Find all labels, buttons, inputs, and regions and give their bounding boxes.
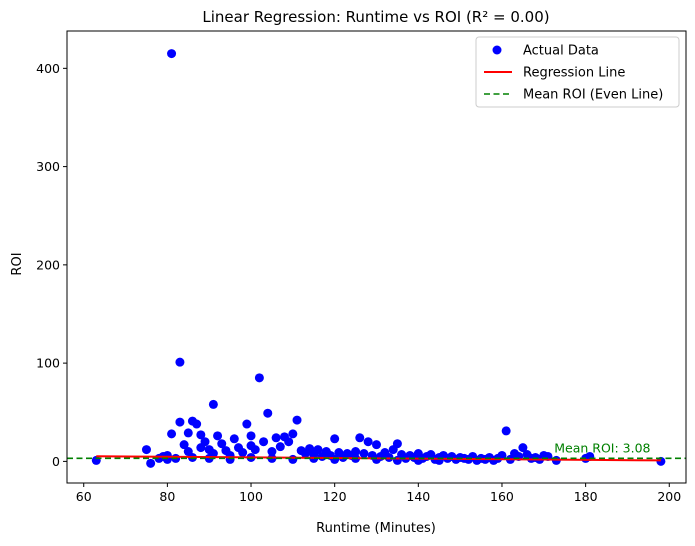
data-point [259, 437, 269, 447]
regression-line [96, 455, 661, 462]
data-point [254, 373, 264, 383]
data-point [288, 454, 298, 464]
x-tick-label: 60 [76, 489, 92, 504]
x-tick-label: 200 [657, 489, 681, 504]
data-point [313, 445, 323, 455]
data-point [518, 443, 528, 453]
y-axis-label: ROI [10, 252, 25, 275]
data-point [179, 440, 189, 450]
legend: Actual Data Regression Line Mean ROI (Even… [475, 36, 680, 108]
axis-ticks: 60 80 100 120 140 160 180 200 0 100 200 300 400 [36, 61, 681, 504]
x-tick-label: 120 [323, 489, 347, 504]
data-point [208, 399, 218, 409]
x-tick-label: 80 [159, 489, 175, 504]
data-point [146, 458, 156, 468]
data-point [175, 357, 185, 367]
data-point [501, 426, 511, 436]
mean-roi-annotation: Mean ROI: 3.08 [554, 440, 650, 455]
data-point [250, 445, 260, 455]
x-tick-label: 100 [239, 489, 263, 504]
plot-content [67, 49, 686, 468]
data-point [183, 428, 193, 438]
legend-marker-actual-data [492, 45, 502, 55]
x-tick-label: 160 [490, 489, 514, 504]
data-point [217, 439, 227, 449]
data-point [213, 431, 223, 441]
data-point [372, 440, 381, 450]
plot-frame [66, 30, 687, 484]
legend-label: Actual Data [523, 44, 599, 59]
data-point [238, 448, 248, 458]
x-tick-label: 140 [406, 489, 430, 504]
data-point [288, 429, 298, 439]
data-point [167, 49, 177, 59]
plot-area: Mean ROI: 3.08 [67, 49, 686, 468]
data-point [351, 447, 361, 457]
data-point [434, 455, 444, 465]
y-tick-label: 0 [52, 454, 60, 469]
data-point [413, 455, 423, 465]
y-tick-label: 400 [36, 61, 60, 76]
data-point [275, 442, 285, 452]
data-point [192, 419, 202, 429]
data-point [359, 449, 369, 459]
legend-box [475, 36, 680, 108]
data-point [271, 433, 281, 443]
data-point [392, 439, 402, 449]
x-axis-label: Runtime (Minutes) [316, 521, 436, 536]
data-point [392, 455, 402, 465]
y-tick-label: 100 [36, 356, 60, 371]
data-point [330, 454, 340, 464]
y-tick-label: 200 [36, 257, 60, 272]
data-point [200, 437, 210, 447]
data-point [175, 417, 185, 427]
y-tick-label: 300 [36, 159, 60, 174]
data-point [141, 445, 151, 455]
legend-label: Regression Line [523, 66, 625, 81]
data-point [363, 437, 373, 447]
data-point [292, 415, 302, 425]
data-point [196, 430, 206, 440]
data-point [355, 433, 365, 443]
data-point [246, 431, 256, 441]
data-point [167, 429, 177, 439]
data-point [267, 447, 277, 457]
legend-label: Mean ROI (Even Line) [523, 88, 663, 103]
data-point [229, 434, 239, 444]
data-point [330, 434, 340, 444]
chart-title: Linear Regression: Runtime vs ROI (R² = … [202, 8, 549, 26]
data-point [372, 454, 381, 464]
data-point [263, 408, 273, 418]
data-point [284, 437, 294, 447]
plot-border [66, 30, 687, 484]
x-tick-label: 180 [574, 489, 598, 504]
data-point [242, 419, 252, 429]
